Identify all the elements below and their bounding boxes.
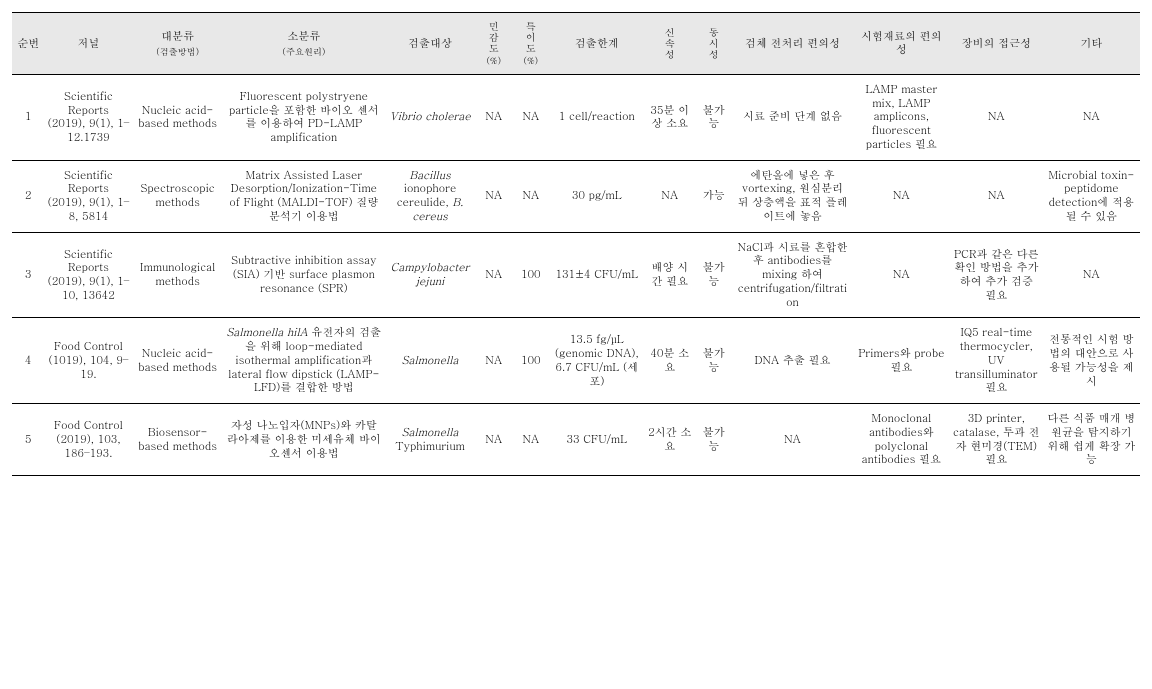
cell-target: Salmonella Typhimurium (385, 404, 475, 476)
cell-idx: 2 (12, 160, 44, 232)
col-method_main: 대분류(검출방법) (132, 13, 222, 75)
cell-etc: NA (1043, 232, 1140, 318)
cell-pretreatment: 에탄올에 넣은 후 vortexing, 원심분리 뒤 상층액을 표적 플레이트… (732, 160, 852, 232)
cell-sensitivity: NA (475, 404, 512, 476)
cell-simultaneity: 불가능 (695, 318, 732, 404)
cell-specificity: NA (512, 74, 549, 160)
cell-pretreatment: DNA 추출 필요 (732, 318, 852, 404)
cell-journal: Food Control (2019), 103, 186–193. (44, 404, 132, 476)
cell-journal: Scientific Reports (2019), 9(1), 1–12.17… (44, 74, 132, 160)
cell-reagent: Monoclonal antibodies와 polyclonal antibo… (853, 404, 950, 476)
table-row: 3Scientific Reports (2019), 9(1), 1–10, … (12, 232, 1140, 318)
cell-specificity: NA (512, 160, 549, 232)
col-sensitivity-sub: (%) (478, 56, 509, 66)
cell-etc: 전통적인 시험 방법의 대안으로 사용될 가능성을 제시 (1043, 318, 1140, 404)
cell-specificity: 100 (512, 232, 549, 318)
col-specificity: 특이도(%) (512, 13, 549, 75)
cell-simultaneity: 가능 (695, 160, 732, 232)
cell-method-sub: Salmonella hilA 유전자의 검출을 위해 loop-mediate… (223, 318, 385, 404)
cell-journal: Scientific Reports (2019), 9(1), 1–10, 1… (44, 232, 132, 318)
cell-method-sub: Fluorescent polystryene particle을 포함한 바이… (223, 74, 385, 160)
cell-method-main: Nucleic acid-based methods (132, 318, 222, 404)
cell-equipment: 3D printer, catalase, 투과 전자 현미경(TEM) 필요 (950, 404, 1043, 476)
col-reagent: 시험재료의 편의성 (853, 13, 950, 75)
col-specificity-sub: (%) (515, 56, 546, 66)
col-equipment: 장비의 접근성 (950, 13, 1043, 75)
cell-rapidity: 40분 소요 (644, 318, 695, 404)
cell-simultaneity: 불가능 (695, 74, 732, 160)
cell-target: Salmonella (385, 318, 475, 404)
cell-lod: 30 pg/mL (549, 160, 644, 232)
table-row: 2Scientific Reports (2019), 9(1), 1–8, 5… (12, 160, 1140, 232)
cell-rapidity: NA (644, 160, 695, 232)
cell-equipment: NA (950, 74, 1043, 160)
cell-reagent: NA (853, 232, 950, 318)
col-method_main-sub: (검출방법) (135, 46, 219, 57)
table-row: 5Food Control (2019), 103, 186–193.Biose… (12, 404, 1140, 476)
col-etc: 기타 (1043, 13, 1140, 75)
cell-sensitivity: NA (475, 74, 512, 160)
cell-method-main: Biosensor-based methods (132, 404, 222, 476)
cell-target: Vibrio cholerae (385, 74, 475, 160)
cell-etc: NA (1043, 74, 1140, 160)
col-target: 검출대상 (385, 13, 475, 75)
cell-target: Campylobacter jejuni (385, 232, 475, 318)
cell-etc: Microbial toxin-peptidome detection에 적용될… (1043, 160, 1140, 232)
cell-pretreatment: NaCl과 시료를 혼합한 후 antibodies를 mixing 하여 ce… (732, 232, 852, 318)
cell-target: Bacillus ionophore cereulide, B. cereus (385, 160, 475, 232)
cell-lod: 131±4 CFU/mL (549, 232, 644, 318)
cell-pretreatment: NA (732, 404, 852, 476)
cell-method-main: Immunological methods (132, 232, 222, 318)
cell-etc: 다른 식품 매개 병원균을 탐지하기 위해 쉽게 확장 가능 (1043, 404, 1140, 476)
col-method_sub: 소분류(주요원리) (223, 13, 385, 75)
cell-idx: 1 (12, 74, 44, 160)
cell-simultaneity: 불가능 (695, 232, 732, 318)
cell-reagent: LAMP master mix, LAMP amplicons, fluores… (853, 74, 950, 160)
col-pretreatment: 검체 전처리 편의성 (732, 13, 852, 75)
cell-rapidity: 2시간 소요 (644, 404, 695, 476)
col-rapidity: 신속성 (644, 13, 695, 75)
cell-simultaneity: 불가능 (695, 404, 732, 476)
table-body: 1Scientific Reports (2019), 9(1), 1–12.1… (12, 74, 1140, 475)
cell-equipment: IQ5 real-time thermocycler, UV transillu… (950, 318, 1043, 404)
cell-idx: 5 (12, 404, 44, 476)
cell-specificity: 100 (512, 318, 549, 404)
cell-method-sub: 자성 나노입자(MNPs)와 카탈라아제를 이용한 미세유체 바이오센서 이용법 (223, 404, 385, 476)
cell-lod: 33 CFU/mL (549, 404, 644, 476)
cell-rapidity: 35분 이상 소요 (644, 74, 695, 160)
cell-method-sub: Subtractive inhibition assay (SIA) 기반 su… (223, 232, 385, 318)
cell-idx: 3 (12, 232, 44, 318)
col-method_sub-sub: (주요원리) (226, 46, 382, 57)
cell-journal: Scientific Reports (2019), 9(1), 1–8, 58… (44, 160, 132, 232)
col-sensitivity: 민감도(%) (475, 13, 512, 75)
cell-equipment: NA (950, 160, 1043, 232)
cell-equipment: PCR과 같은 다른 확인 방법을 추가하여 추가 검증 필요 (950, 232, 1043, 318)
col-simultaneity: 동시성 (695, 13, 732, 75)
cell-idx: 4 (12, 318, 44, 404)
cell-method-sub: Matrix Assisted Laser Desorption/Ionizat… (223, 160, 385, 232)
cell-journal: Food Control (1019), 104, 9–19. (44, 318, 132, 404)
cell-reagent: NA (853, 160, 950, 232)
table-row: 1Scientific Reports (2019), 9(1), 1–12.1… (12, 74, 1140, 160)
detection-methods-table: 순번저널대분류(검출방법)소분류(주요원리)검출대상민감도(%)특이도(%)검출… (12, 12, 1140, 476)
cell-method-main: Spectroscopic methods (132, 160, 222, 232)
cell-rapidity: 배양 시간 필요 (644, 232, 695, 318)
cell-pretreatment: 시료 준비 단계 없음 (732, 74, 852, 160)
table-header: 순번저널대분류(검출방법)소분류(주요원리)검출대상민감도(%)특이도(%)검출… (12, 13, 1140, 75)
cell-sensitivity: NA (475, 232, 512, 318)
cell-sensitivity: NA (475, 160, 512, 232)
cell-method-main: Nucleic acid-based methods (132, 74, 222, 160)
cell-reagent: Primers와 probe 필요 (853, 318, 950, 404)
col-lod: 검출한계 (549, 13, 644, 75)
cell-lod: 13.5 fg/μL (genomic DNA), 6.7 CFU/mL (세포… (549, 318, 644, 404)
table-row: 4Food Control (1019), 104, 9–19.Nucleic … (12, 318, 1140, 404)
cell-specificity: NA (512, 404, 549, 476)
col-journal: 저널 (44, 13, 132, 75)
cell-sensitivity: NA (475, 318, 512, 404)
cell-lod: 1 cell/reaction (549, 74, 644, 160)
col-idx: 순번 (12, 13, 44, 75)
